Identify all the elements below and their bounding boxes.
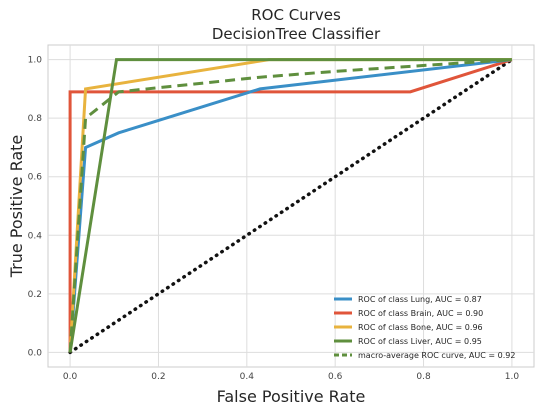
legend-label: ROC of class Liver, AUC = 0.95 — [358, 337, 482, 346]
chart-subtitle: DecisionTree Classifier — [212, 25, 381, 43]
legend-label: ROC of class Bone, AUC = 0.96 — [358, 323, 483, 332]
series-line-4 — [68, 58, 513, 353]
y-axis-label: True Positive Rate — [7, 135, 26, 279]
legend-label: macro-average ROC curve, AUC = 0.92 — [358, 351, 515, 360]
y-tick-label: 0.8 — [28, 114, 43, 124]
y-tick-label: 0.2 — [28, 290, 42, 300]
chart-title: ROC Curves — [251, 6, 341, 24]
x-tick-label: 0.0 — [63, 372, 78, 382]
legend: ROC of class Lung, AUC = 0.87 ROC of clas… — [334, 295, 515, 360]
x-tick-label: 0.2 — [151, 372, 165, 382]
x-tick-label: 0.8 — [416, 372, 431, 382]
legend-label: ROC of class Lung, AUC = 0.87 — [358, 295, 482, 304]
y-tick-label: 0.6 — [28, 173, 43, 183]
x-tick-label: 0.4 — [240, 372, 255, 382]
y-tick-label: 0.4 — [28, 231, 43, 241]
series-line-3 — [68, 58, 512, 353]
x-tick-labels: 0.0 0.2 0.4 0.6 0.8 1.0 — [63, 372, 519, 382]
x-tick-label: 1.0 — [505, 372, 520, 382]
y-tick-label: 1.0 — [28, 56, 43, 66]
series-line-1 — [68, 58, 513, 353]
x-axis-label: False Positive Rate — [217, 387, 366, 406]
x-tick-label: 0.6 — [328, 372, 343, 382]
y-tick-label: 0.0 — [28, 348, 43, 358]
chance-diagonal-line — [68, 57, 514, 355]
legend-label: ROC of class Brain, AUC = 0.90 — [358, 309, 483, 318]
series-lines — [68, 57, 514, 355]
y-tick-labels: 0.0 0.2 0.4 0.6 0.8 1.0 — [28, 56, 43, 359]
